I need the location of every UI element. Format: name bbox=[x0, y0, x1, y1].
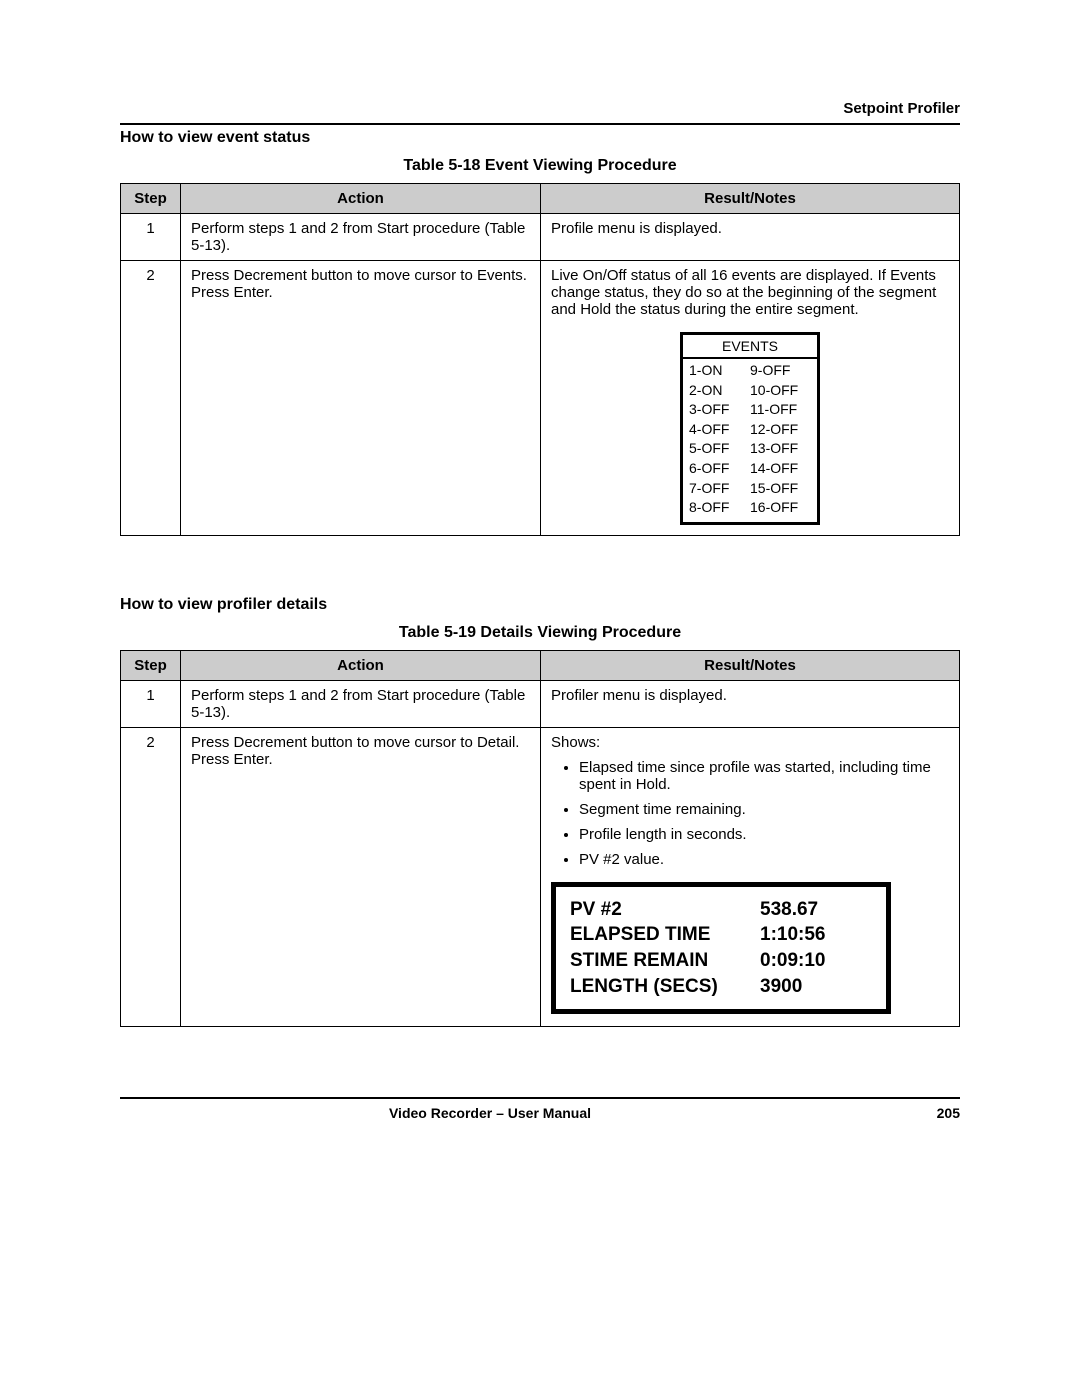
event-item: 16-OFF bbox=[750, 498, 811, 518]
cell-action: Perform steps 1 and 2 from Start procedu… bbox=[181, 214, 541, 261]
detail-label: STIME REMAIN bbox=[570, 948, 760, 974]
detail-label: ELAPSED TIME bbox=[570, 922, 760, 948]
table-5-18-caption: Table 5-18 Event Viewing Procedure bbox=[120, 157, 960, 175]
event-item: 3-OFF bbox=[689, 400, 750, 420]
detail-row: STIME REMAIN 0:09:10 bbox=[570, 948, 872, 974]
bullet-item: PV #2 value. bbox=[579, 851, 949, 868]
detail-display-box: PV #2 538.67 ELAPSED TIME 1:10:56 STIME … bbox=[551, 882, 891, 1015]
col-result: Result/Notes bbox=[541, 184, 960, 214]
event-item: 15-OFF bbox=[750, 479, 811, 499]
header-rule bbox=[120, 123, 960, 125]
detail-value: 0:09:10 bbox=[760, 948, 826, 974]
result-text: Live On/Off status of all 16 events are … bbox=[551, 267, 936, 318]
detail-label: LENGTH (SECS) bbox=[570, 974, 760, 1000]
event-item: 14-OFF bbox=[750, 459, 811, 479]
event-item: 7-OFF bbox=[689, 479, 750, 499]
cell-step: 2 bbox=[121, 727, 181, 1027]
page-footer: Video Recorder – User Manual 205 bbox=[120, 1105, 960, 1121]
col-result: Result/Notes bbox=[541, 650, 960, 680]
event-item: 13-OFF bbox=[750, 439, 811, 459]
event-item: 1-ON bbox=[689, 361, 750, 381]
detail-row: LENGTH (SECS) 3900 bbox=[570, 974, 872, 1000]
table-5-18: Step Action Result/Notes 1 Perform steps… bbox=[120, 183, 960, 536]
footer-title: Video Recorder – User Manual bbox=[120, 1105, 860, 1121]
table-row: 1 Perform steps 1 and 2 from Start proce… bbox=[121, 680, 960, 727]
cell-action: Perform steps 1 and 2 from Start procedu… bbox=[181, 680, 541, 727]
cell-result: Profiler menu is displayed. bbox=[541, 680, 960, 727]
detail-row: PV #2 538.67 bbox=[570, 897, 872, 923]
bullet-item: Profile length in seconds. bbox=[579, 826, 949, 843]
event-item: 10-OFF bbox=[750, 381, 811, 401]
detail-value: 1:10:56 bbox=[760, 922, 826, 948]
detail-value: 538.67 bbox=[760, 897, 818, 923]
table-row: 2 Press Decrement button to move cursor … bbox=[121, 727, 960, 1027]
cell-result: Profile menu is displayed. bbox=[541, 214, 960, 261]
event-item: 2-ON bbox=[689, 381, 750, 401]
cell-step: 2 bbox=[121, 261, 181, 536]
cell-action: Press Decrement button to move cursor to… bbox=[181, 261, 541, 536]
cell-action: Press Decrement button to move cursor to… bbox=[181, 727, 541, 1027]
table-row: 1 Perform steps 1 and 2 from Start proce… bbox=[121, 214, 960, 261]
bullet-item: Segment time remaining. bbox=[579, 801, 949, 818]
col-action: Action bbox=[181, 650, 541, 680]
detail-value: 3900 bbox=[760, 974, 802, 1000]
result-bullets: Elapsed time since profile was started, … bbox=[551, 759, 949, 868]
event-item: 5-OFF bbox=[689, 439, 750, 459]
section1-heading: How to view event status bbox=[120, 129, 960, 147]
event-item: 12-OFF bbox=[750, 420, 811, 440]
events-display-box: EVENTS 1-ON 2-ON 3-OFF 4-OFF 5-OFF 6-OFF… bbox=[680, 332, 820, 525]
table-5-19-caption: Table 5-19 Details Viewing Procedure bbox=[120, 624, 960, 642]
cell-step: 1 bbox=[121, 680, 181, 727]
event-item: 6-OFF bbox=[689, 459, 750, 479]
col-step: Step bbox=[121, 650, 181, 680]
result-intro: Shows: bbox=[551, 734, 600, 751]
bullet-item: Elapsed time since profile was started, … bbox=[579, 759, 949, 793]
footer-rule bbox=[120, 1097, 960, 1099]
table-row: 2 Press Decrement button to move cursor … bbox=[121, 261, 960, 536]
footer-page-number: 205 bbox=[860, 1105, 960, 1121]
col-step: Step bbox=[121, 184, 181, 214]
events-col-right: 9-OFF 10-OFF 11-OFF 12-OFF 13-OFF 14-OFF… bbox=[750, 361, 811, 518]
event-item: 4-OFF bbox=[689, 420, 750, 440]
header-section-label: Setpoint Profiler bbox=[120, 100, 960, 117]
detail-row: ELAPSED TIME 1:10:56 bbox=[570, 922, 872, 948]
event-item: 8-OFF bbox=[689, 498, 750, 518]
col-action: Action bbox=[181, 184, 541, 214]
event-item: 9-OFF bbox=[750, 361, 811, 381]
event-item: 11-OFF bbox=[750, 400, 811, 420]
cell-step: 1 bbox=[121, 214, 181, 261]
section2-heading: How to view profiler details bbox=[120, 596, 960, 614]
table-5-19: Step Action Result/Notes 1 Perform steps… bbox=[120, 650, 960, 1028]
events-col-left: 1-ON 2-ON 3-OFF 4-OFF 5-OFF 6-OFF 7-OFF … bbox=[689, 361, 750, 518]
detail-label: PV #2 bbox=[570, 897, 760, 923]
cell-result: Shows: Elapsed time since profile was st… bbox=[541, 727, 960, 1027]
cell-result: Live On/Off status of all 16 events are … bbox=[541, 261, 960, 536]
events-box-title: EVENTS bbox=[683, 335, 817, 359]
